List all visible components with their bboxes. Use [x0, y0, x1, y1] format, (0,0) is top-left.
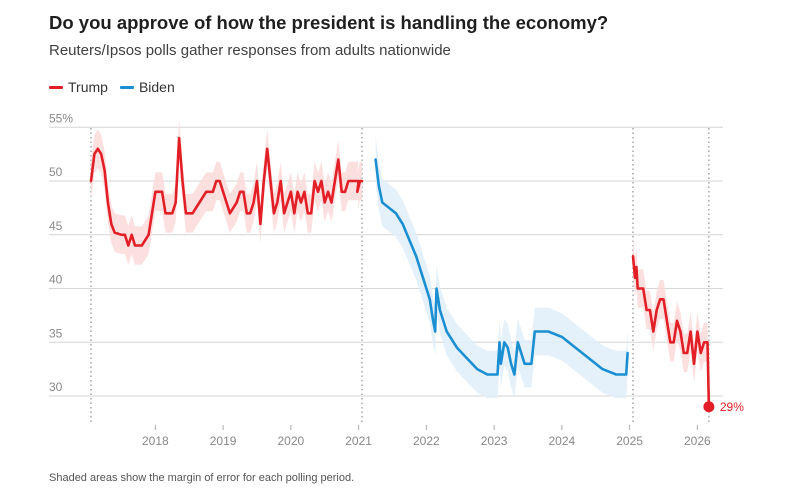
chart-footnote: Shaded areas show the margin of error fo…	[49, 472, 355, 484]
chart-title: Do you approve of how the president is h…	[49, 12, 609, 33]
y-tick-label: 55%	[49, 111, 73, 125]
x-tick-label: 2020	[278, 434, 305, 448]
margin-band-biden	[375, 135, 628, 399]
x-tick-label: 2022	[413, 434, 440, 448]
end-point-marker	[703, 401, 715, 413]
series-line-trump	[631, 254, 711, 409]
x-tick-label: 2021	[345, 434, 372, 448]
series-line-trump	[89, 136, 364, 247]
y-tick-label: 45	[49, 219, 63, 233]
x-tick-label: 2026	[684, 434, 711, 448]
legend-swatch-biden	[119, 85, 134, 89]
chart-subtitle: Reuters/Ipsos polls gather responses fro…	[49, 42, 451, 59]
y-tick-label: 50	[49, 165, 63, 179]
x-tick-label: 2023	[481, 434, 508, 448]
legend-label-trump: Trump	[68, 79, 108, 95]
legend-swatch-trump	[49, 85, 63, 89]
chart-legend: Trump Biden	[49, 79, 187, 95]
legend-label-biden: Biden	[138, 79, 175, 95]
legend-item-trump: Trump	[49, 79, 108, 95]
series-line-biden	[374, 158, 629, 376]
margin-band-trump	[91, 118, 362, 265]
x-tick-label: 2024	[549, 434, 576, 448]
legend-item-biden: Biden	[119, 79, 175, 95]
y-tick-label: 30	[49, 380, 63, 394]
x-tick-label: 2025	[616, 434, 643, 448]
end-point-label: 29%	[720, 400, 744, 414]
margin-band-trump	[633, 236, 709, 427]
x-tick-label: 2019	[210, 434, 237, 448]
y-tick-label: 35	[49, 326, 63, 340]
x-tick-label: 2018	[142, 434, 169, 448]
y-tick-label: 40	[49, 273, 63, 287]
